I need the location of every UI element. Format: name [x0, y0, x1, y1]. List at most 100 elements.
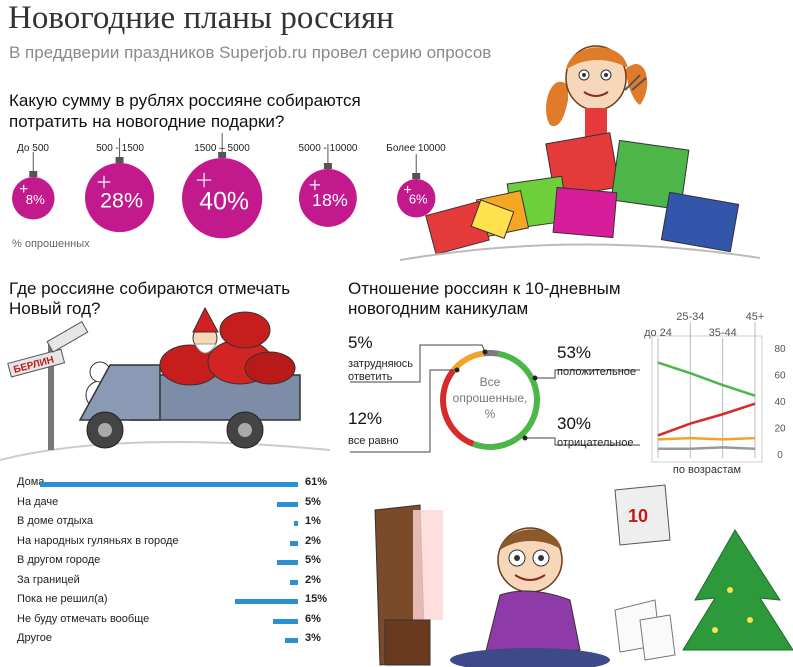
ornament-cap — [323, 163, 332, 170]
gift-ornament-bubble — [396, 178, 436, 218]
donut-center-text: опрошенные, — [453, 391, 528, 405]
gifts-note: % опрошенных — [12, 238, 90, 250]
gift-value-label: 18% — [312, 190, 348, 210]
gift-ornament-bubble — [299, 169, 357, 227]
calendar-icon — [614, 484, 671, 546]
places-row-bar — [40, 482, 298, 487]
leader-dot — [482, 349, 488, 355]
places-row-label: Пока не решил(а) — [17, 593, 108, 605]
places-row-value: 2% — [305, 534, 321, 547]
places-row-label: Дома — [17, 476, 45, 488]
places-row-label: На народных гуляньях в городе — [17, 534, 179, 547]
places-row-value: 6% — [305, 612, 321, 625]
attitude-by-age-chart: до 24 25-34 35-44 45+ 0 20 40 60 80 по возрастам — [644, 311, 786, 476]
scissors-icon — [624, 74, 647, 91]
leader-dot — [454, 367, 460, 373]
boy-tv-illustration: 10 — [374, 484, 793, 667]
girl-with-gifts-illustration — [400, 45, 761, 261]
holiday-question: Отношение россиян к 10-дневным новогодни… — [348, 279, 621, 318]
attitude-label: все равно — [348, 435, 399, 447]
girl-hair-top — [566, 47, 628, 70]
gift-value-label: 8% — [25, 192, 44, 207]
santa-truck-illustration: БЕРЛИН — [0, 306, 331, 461]
attitude-slice — [472, 350, 540, 450]
gifts-category-label: 500 - 1500 — [96, 143, 144, 154]
gift-ornament-0: 8% — [11, 151, 55, 220]
age-tick-label: 25-34 — [676, 311, 704, 323]
age-y-tick: 40 — [774, 397, 786, 408]
age-tick-label: 35-44 — [709, 327, 737, 339]
places-row-bar — [276, 501, 298, 507]
attitude-donut-chart: Все опрошенные,% — [350, 344, 640, 453]
gift-ornament-4: 6% — [396, 153, 436, 218]
gift-ornament-bubble — [85, 163, 155, 233]
places-row-label: На даче — [17, 495, 59, 508]
attitude-percent: 53% — [557, 343, 592, 362]
age-series-line — [657, 361, 756, 397]
gift-value-label: 40% — [199, 187, 249, 215]
places-row-bar — [272, 618, 298, 624]
page-title: Новогодние планы россиян — [8, 0, 394, 36]
ornament-cap — [28, 170, 37, 177]
gift-sack — [219, 311, 271, 349]
attitude-slice — [440, 368, 475, 447]
places-row-label: В доме отдыха — [17, 515, 94, 527]
sparkle-icon — [309, 179, 321, 191]
christmas-tree-icon — [682, 529, 793, 651]
places-row-bar — [276, 560, 298, 565]
gift-ornament-3: 18% — [299, 144, 357, 227]
places-row-value: 3% — [305, 632, 321, 644]
gift-ornament-bubble — [11, 176, 55, 220]
places-row-value: 15% — [305, 593, 328, 605]
gifts-question: Какую сумму в рублях россияне собираются… — [9, 91, 361, 131]
age-series-line — [657, 436, 756, 441]
donut-center-text: % — [485, 407, 496, 421]
places-row-bar — [234, 599, 298, 604]
places-row-label: За границей — [17, 573, 80, 586]
places-question: Где россияне собираются отмечать Новый г… — [9, 279, 291, 318]
age-chart-title: по возрастам — [673, 464, 741, 476]
age-series-line — [657, 402, 756, 437]
places-row-value: 61% — [305, 476, 328, 488]
age-y-tick: 80 — [774, 344, 786, 355]
gift-ornament-1: 28% — [85, 138, 155, 233]
gifts-category-label: 5000 - 10000 — [298, 143, 358, 154]
gifts-category-label: До 500 — [17, 143, 49, 154]
age-chart-frame — [651, 335, 763, 463]
attitude-percent: 30% — [557, 414, 592, 433]
svg-text:10: 10 — [628, 506, 648, 526]
attitude-label: положительное — [557, 366, 636, 378]
page-subtitle: В преддверии праздников Superjob.ru пров… — [9, 43, 492, 62]
signpost — [48, 340, 54, 450]
places-row-value: 2% — [305, 573, 321, 586]
gift-ornament-bubble — [181, 157, 263, 239]
leader-line — [525, 437, 640, 446]
places-row-value: 5% — [305, 554, 321, 566]
places-row-label: В другом городе — [17, 554, 101, 566]
places-row-bar — [293, 521, 298, 526]
attitude-label: отрицательное — [557, 437, 634, 449]
leader-line — [350, 369, 457, 453]
gift-ornament-2: 40% — [181, 132, 263, 239]
places-row-bar — [289, 540, 298, 546]
places-row-bar — [289, 579, 298, 585]
gifts-category-label: 1500 – 5000 — [194, 143, 250, 154]
ornament-cap — [411, 172, 420, 179]
attitude-percent: 5% — [348, 333, 373, 352]
places-row-value: 5% — [305, 495, 321, 508]
attitude-label: затрудняюсь ответить — [348, 358, 414, 383]
leader-line — [350, 344, 486, 383]
leader-dot — [532, 375, 538, 381]
gift-value-label: 28% — [101, 189, 144, 213]
sparkle-icon — [196, 172, 212, 188]
gift-value-label: 6% — [409, 191, 428, 206]
gifts-category-label: Более 10000 — [386, 143, 446, 154]
places-row-label: Не буду отмечать вообще — [17, 612, 150, 625]
leader-dot — [522, 435, 528, 441]
age-y-tick: 20 — [774, 424, 786, 435]
sparkle-icon — [98, 176, 111, 189]
places-row-value: 1% — [305, 515, 321, 527]
age-tick-label: 45+ — [746, 311, 765, 323]
leader-line — [535, 369, 640, 379]
boy-shirt — [484, 590, 581, 656]
